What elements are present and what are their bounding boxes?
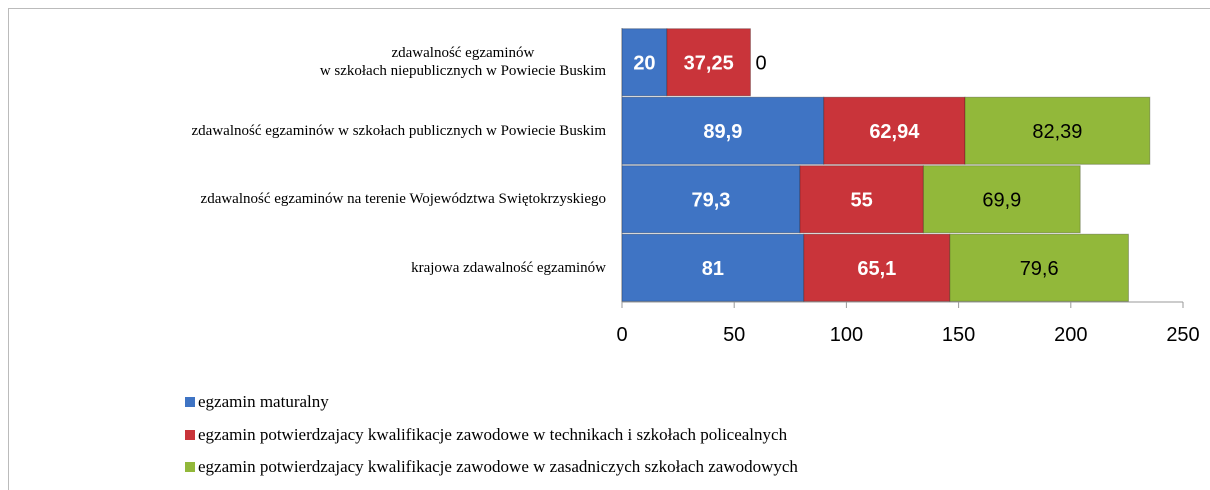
data-label: 79,6: [1020, 258, 1059, 280]
legend-swatch: [185, 429, 195, 440]
data-label: 65,1: [857, 258, 896, 280]
data-label: 55: [851, 189, 873, 211]
data-label: 69,9: [982, 189, 1021, 211]
x-tick-label: 50: [723, 324, 745, 346]
legend-label: egzamin potwierdzajacy kwalifikacje zawo…: [198, 457, 798, 476]
bar: [823, 96, 966, 165]
x-tick-label: 200: [1054, 324, 1087, 346]
bar: [621, 233, 805, 302]
data-label: 62,94: [869, 121, 920, 143]
data-label: 82,39: [1032, 121, 1082, 143]
x-tick-label: 150: [942, 324, 975, 346]
legend-item: egzamin maturalny: [185, 392, 329, 412]
legend-label: egzamin potwierdzajacy kwalifikacje zawo…: [198, 424, 788, 444]
y-tick-label: zdawalność egzaminów w szkołach niepubli…: [319, 45, 606, 80]
data-label: 37,25: [684, 52, 734, 74]
bar: [621, 96, 825, 165]
legend-item: egzamin potwierdzajacy kwalifikacje zawo…: [185, 457, 798, 477]
frame: [8, 8, 1210, 490]
data-label: 81: [702, 258, 724, 280]
legend-swatch: [185, 397, 195, 407]
y-tick-label: krajowa zdawalność egzaminów: [411, 259, 606, 276]
legend-swatch: [185, 462, 195, 472]
bar: [666, 28, 751, 97]
bar: [964, 96, 1151, 165]
x-tick-label: 100: [830, 324, 863, 346]
data-label: 20: [633, 52, 655, 74]
x-tick-label: 250: [1166, 324, 1199, 346]
data-label: 0: [755, 52, 766, 74]
legend-label: egzamin maturalny: [198, 392, 329, 411]
bar: [621, 165, 801, 234]
y-tick-label: zdawalność egzaminów na terenie Wojewódz…: [200, 191, 606, 208]
bar: [621, 28, 668, 97]
x-tick-label: 0: [616, 324, 627, 346]
bar: [803, 233, 951, 302]
bar: [799, 165, 924, 234]
bar: [949, 233, 1129, 302]
data-label: 89,9: [703, 121, 742, 143]
data-label: 79,3: [692, 189, 731, 211]
y-tick-label: zdawalność egzaminów w szkołach publiczn…: [191, 122, 606, 139]
bar: [922, 165, 1081, 234]
legend-item: egzamin potwierdzajacy kwalifikacje zawo…: [185, 425, 787, 445]
